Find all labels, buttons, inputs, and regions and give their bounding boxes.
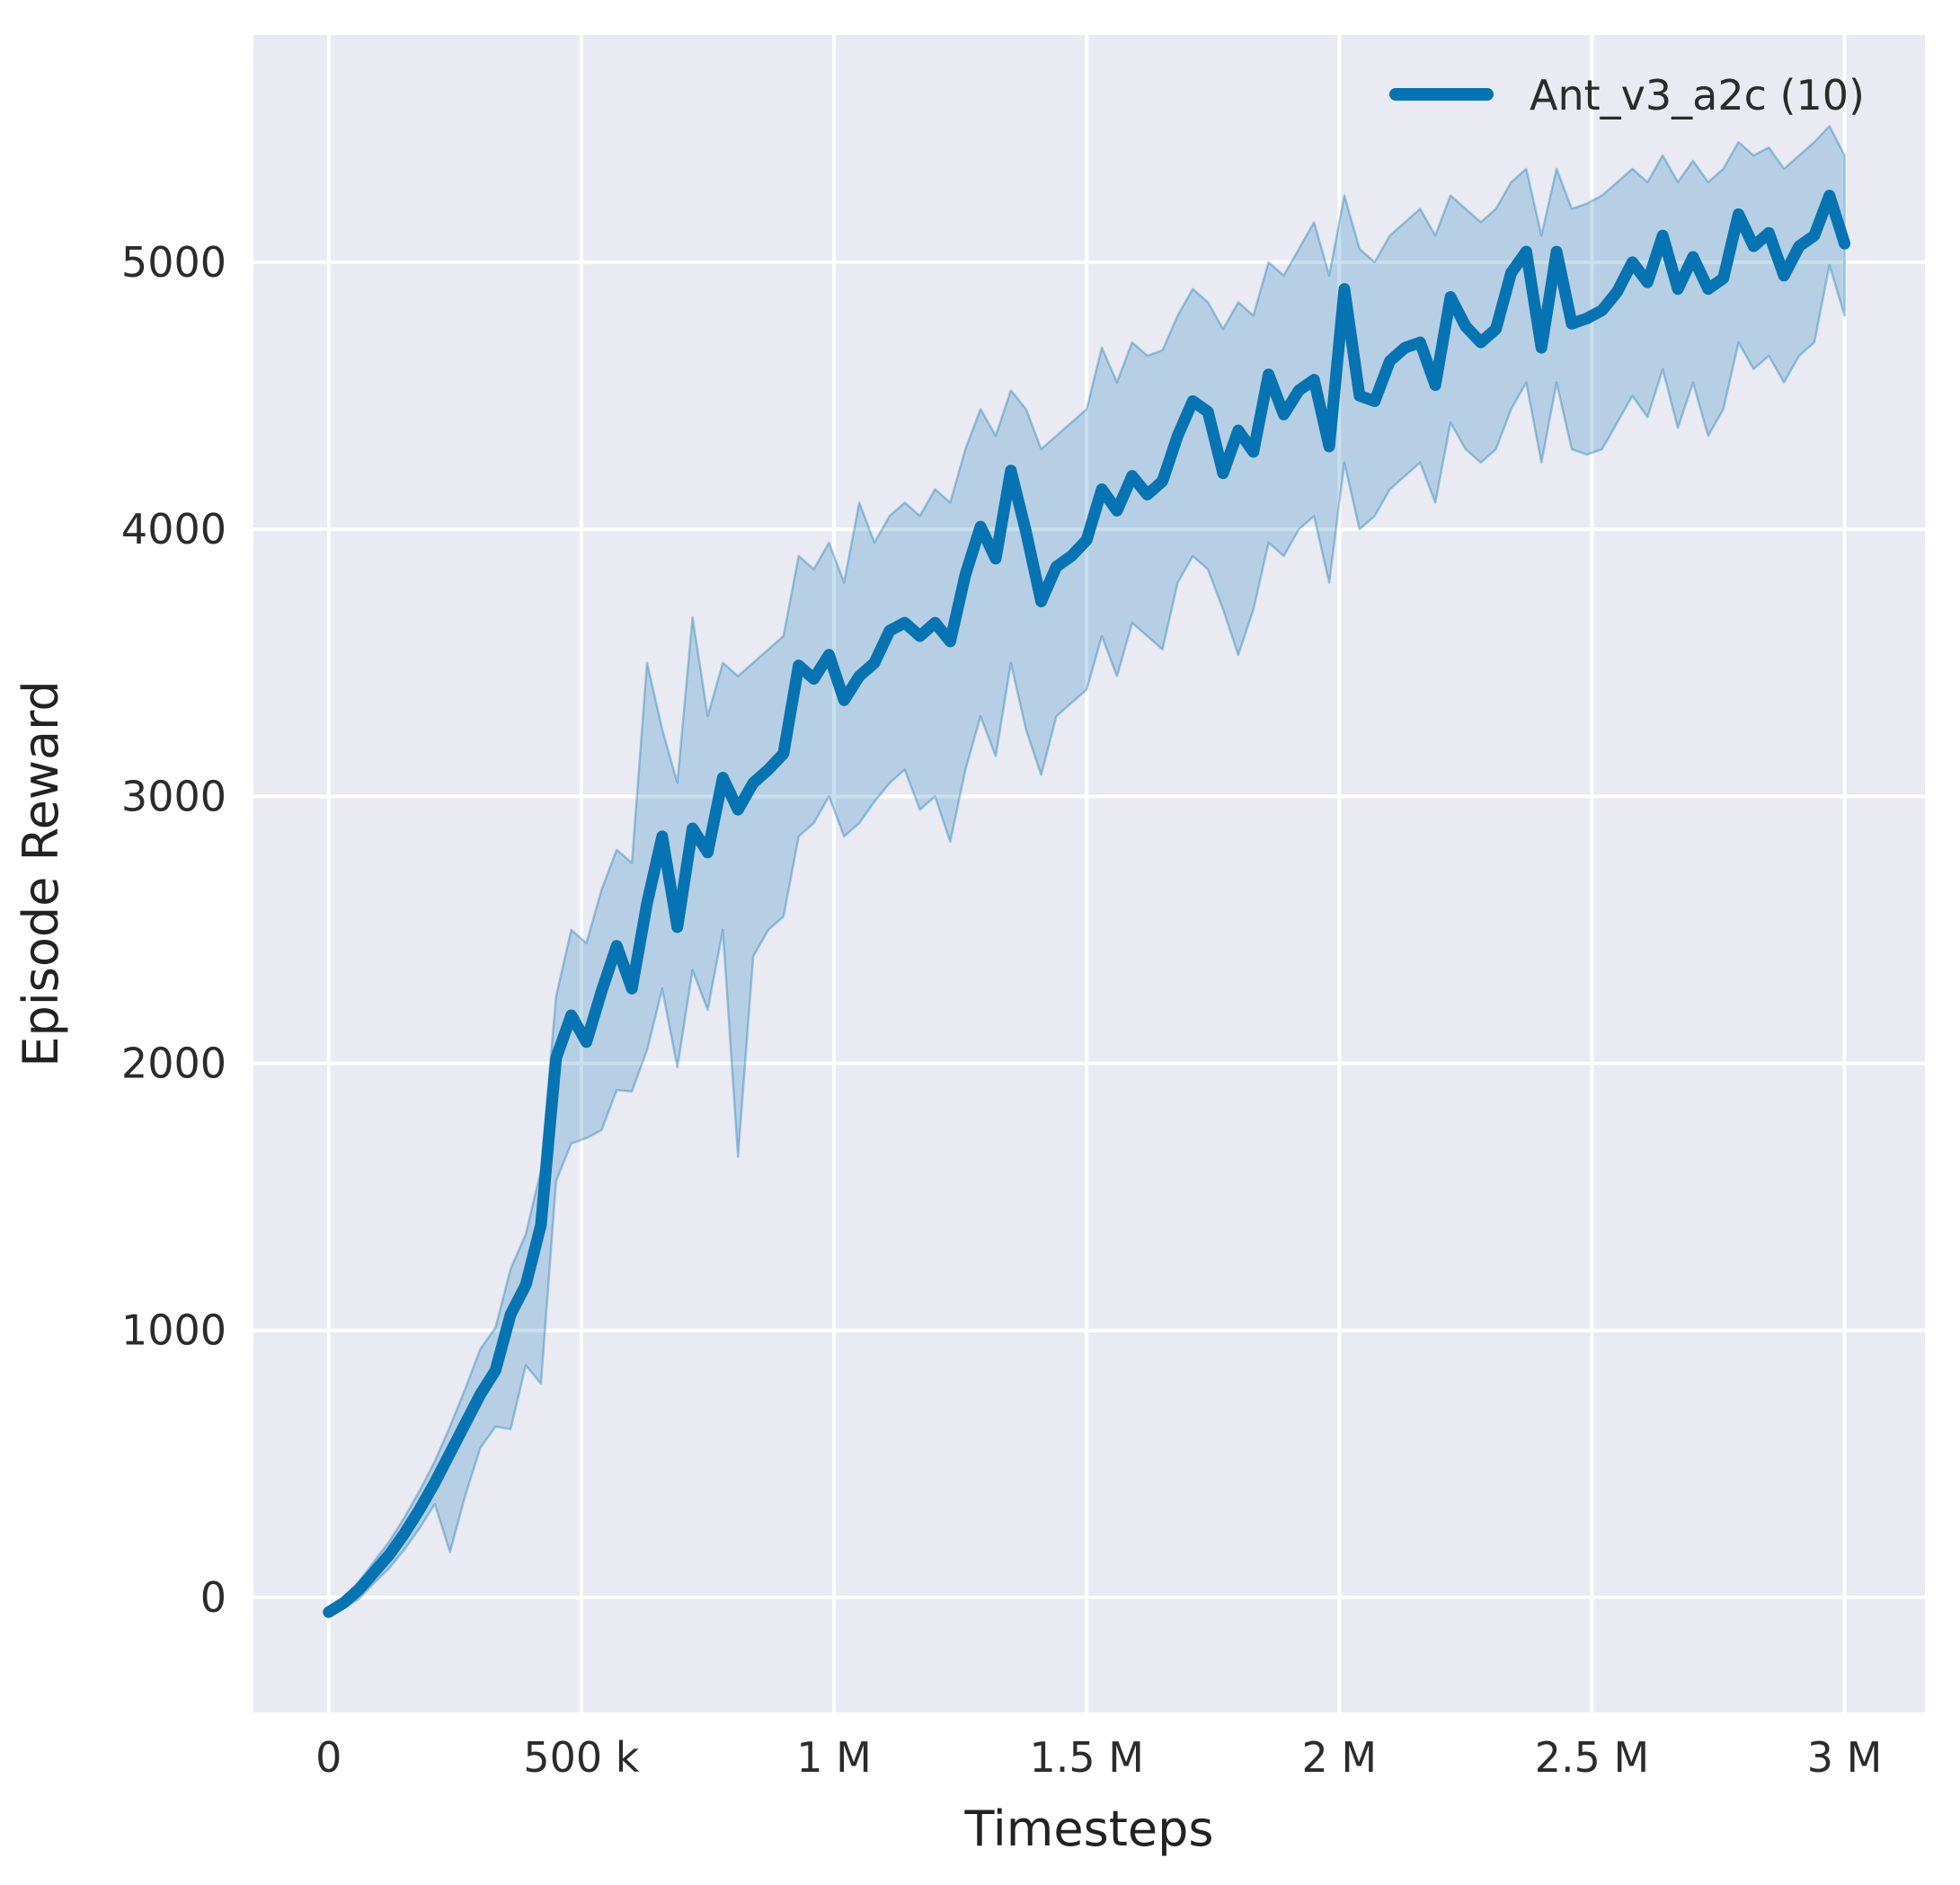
confidence-band-polygon xyxy=(327,125,1846,1617)
x-tick-label: 1.5 M xyxy=(1029,1733,1143,1782)
axes-background xyxy=(253,35,1925,1712)
x-tick-label: 2.5 M xyxy=(1535,1733,1649,1782)
legend: Ant_v3_a2c (10) xyxy=(1389,71,1865,119)
y-tick-label: 4000 xyxy=(121,505,226,553)
y-tick-label: 5000 xyxy=(121,238,226,287)
x-tick-label: 2 M xyxy=(1302,1733,1378,1782)
mean-line xyxy=(323,190,1851,1618)
y-tick-label: 3000 xyxy=(121,772,226,820)
y-tick-labels: 0 1000 2000 3000 4000 5000 xyxy=(121,238,226,1622)
y-tick-label: 2000 xyxy=(121,1040,226,1088)
series-line xyxy=(323,190,1851,1618)
gridlines xyxy=(253,35,1925,1712)
x-tick-label: 1 M xyxy=(796,1733,872,1782)
y-tick-label: 1000 xyxy=(121,1306,226,1355)
y-tick-label: 0 xyxy=(200,1573,226,1622)
x-tick-labels: 0 500 k 1 M 1.5 M 2 M 2.5 M 3 M xyxy=(315,1733,1882,1782)
x-tick-label: 500 k xyxy=(523,1733,639,1782)
x-axis-label: Timesteps xyxy=(963,1801,1213,1857)
x-tick-label: 0 xyxy=(315,1733,341,1782)
x-tick-label: 3 M xyxy=(1807,1733,1883,1782)
confidence-band xyxy=(327,125,1846,1617)
y-axis-label: Episode Reward xyxy=(13,680,69,1066)
legend-label: Ant_v3_a2c (10) xyxy=(1530,71,1865,119)
